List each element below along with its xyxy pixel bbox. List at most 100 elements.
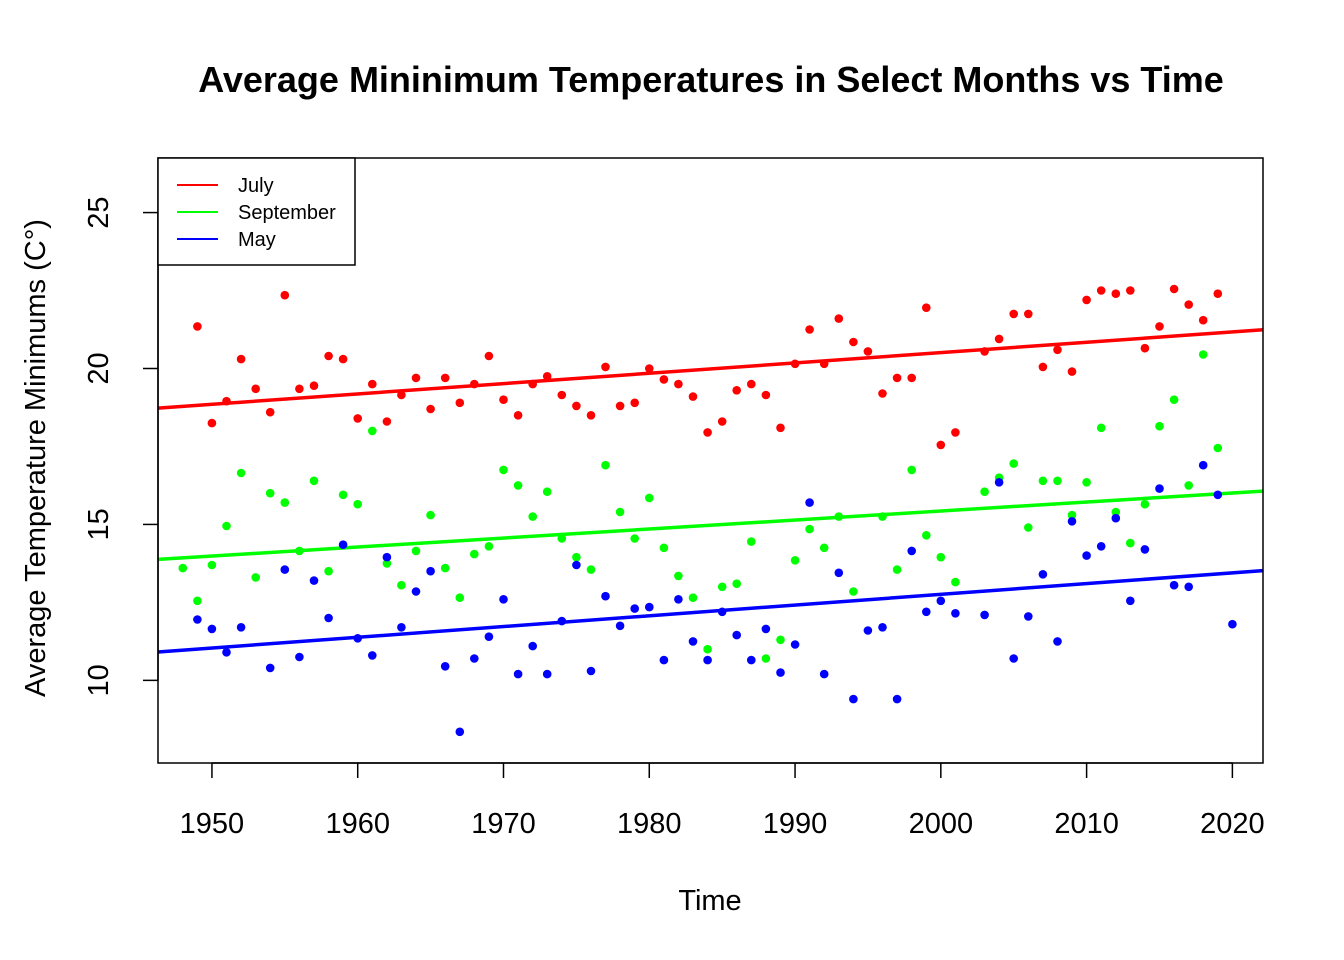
data-point-july bbox=[761, 390, 771, 400]
data-point-september bbox=[1053, 476, 1062, 486]
x-tick-label: 2010 bbox=[1054, 808, 1119, 840]
data-point-september bbox=[892, 565, 902, 574]
data-point-september bbox=[849, 587, 858, 596]
data-point-july bbox=[280, 290, 290, 300]
data-point-september bbox=[309, 476, 319, 486]
data-point-may bbox=[732, 630, 741, 640]
data-point-may bbox=[338, 540, 348, 549]
data-point-july bbox=[805, 325, 814, 334]
data-point-july bbox=[922, 303, 931, 313]
data-point-may bbox=[1228, 619, 1237, 629]
x-tick-label: 1990 bbox=[763, 808, 828, 840]
data-point-may bbox=[776, 668, 785, 677]
data-point-september bbox=[207, 560, 217, 570]
data-point-september bbox=[178, 563, 188, 573]
data-point-july bbox=[951, 428, 960, 437]
data-point-may bbox=[193, 615, 202, 624]
data-point-july bbox=[338, 354, 348, 364]
data-point-may bbox=[819, 669, 829, 679]
data-point-may bbox=[368, 651, 377, 660]
data-point-september bbox=[805, 524, 814, 534]
data-point-july bbox=[1155, 322, 1164, 331]
data-point-may bbox=[542, 669, 552, 679]
data-point-september bbox=[790, 556, 800, 565]
data-point-september bbox=[1140, 499, 1150, 509]
data-point-september bbox=[1082, 478, 1091, 487]
data-point-may bbox=[747, 655, 756, 665]
data-point-may bbox=[790, 640, 800, 649]
data-point-july bbox=[295, 384, 304, 394]
data-point-may bbox=[674, 595, 683, 604]
data-point-july bbox=[747, 379, 756, 389]
data-point-july bbox=[892, 373, 902, 383]
data-point-july bbox=[309, 381, 319, 391]
data-point-july bbox=[542, 372, 552, 381]
trend-line-july bbox=[157, 328, 1264, 410]
data-point-may bbox=[222, 648, 231, 657]
data-point-september bbox=[265, 488, 275, 498]
data-point-july bbox=[557, 390, 567, 400]
data-point-may bbox=[499, 595, 508, 604]
data-point-september bbox=[368, 426, 377, 436]
data-point-may bbox=[951, 609, 960, 618]
data-point-september bbox=[936, 552, 946, 562]
data-point-july bbox=[1024, 309, 1033, 319]
data-point-september bbox=[1038, 476, 1048, 486]
data-point-september bbox=[1184, 481, 1193, 490]
series-may bbox=[157, 460, 1264, 737]
data-point-july bbox=[1140, 343, 1150, 353]
data-point-may bbox=[761, 624, 771, 634]
data-point-september bbox=[1111, 507, 1121, 517]
data-point-september bbox=[528, 512, 537, 521]
data-point-july bbox=[382, 417, 392, 426]
data-point-july bbox=[615, 401, 625, 411]
data-point-may bbox=[994, 478, 1004, 487]
data-point-september bbox=[776, 635, 785, 645]
data-point-september bbox=[645, 493, 654, 503]
data-point-july bbox=[353, 414, 363, 423]
data-point-july bbox=[207, 418, 217, 428]
x-tick-label: 1950 bbox=[180, 808, 245, 840]
data-point-september bbox=[1126, 538, 1135, 548]
data-point-may bbox=[659, 655, 669, 665]
data-point-july bbox=[849, 337, 858, 347]
data-point-september bbox=[236, 468, 246, 478]
data-point-july bbox=[368, 379, 377, 389]
y-tick-label: 25 bbox=[83, 196, 115, 228]
data-point-may bbox=[805, 498, 814, 507]
y-tick-label: 10 bbox=[83, 664, 115, 696]
y-axis: 10 15 20 25 bbox=[83, 196, 159, 697]
data-point-september bbox=[732, 579, 741, 588]
data-point-july bbox=[907, 373, 916, 383]
data-point-may bbox=[834, 568, 844, 578]
data-point-july bbox=[674, 379, 683, 389]
data-point-september bbox=[630, 534, 639, 543]
data-point-september bbox=[747, 537, 756, 546]
data-point-may bbox=[1024, 612, 1033, 621]
data-point-july bbox=[659, 375, 669, 384]
data-point-july bbox=[1198, 315, 1208, 325]
data-point-may bbox=[1169, 580, 1179, 590]
data-point-july bbox=[1213, 289, 1223, 299]
data-point-july bbox=[878, 389, 887, 398]
data-point-july bbox=[688, 392, 698, 401]
legend-label-may: May bbox=[238, 229, 276, 251]
data-point-may bbox=[572, 560, 581, 570]
data-point-july bbox=[834, 314, 844, 323]
data-point-july bbox=[586, 411, 596, 420]
data-point-september bbox=[1198, 350, 1208, 359]
data-point-may bbox=[1184, 582, 1193, 592]
legend-box bbox=[157, 157, 356, 266]
data-point-september bbox=[251, 573, 260, 582]
data-point-july bbox=[572, 401, 581, 411]
x-axis: 1950 1960 1970 1980 1990 2000 2010 2020 bbox=[180, 762, 1265, 840]
data-point-september bbox=[499, 465, 508, 475]
data-point-september bbox=[717, 582, 727, 592]
data-point-may bbox=[324, 613, 333, 623]
data-point-september bbox=[922, 531, 931, 540]
data-point-september bbox=[1169, 395, 1179, 405]
data-point-july bbox=[1169, 284, 1179, 294]
y-tick-label: 20 bbox=[83, 352, 115, 384]
data-point-may bbox=[1155, 484, 1164, 493]
data-point-september bbox=[1024, 523, 1033, 532]
